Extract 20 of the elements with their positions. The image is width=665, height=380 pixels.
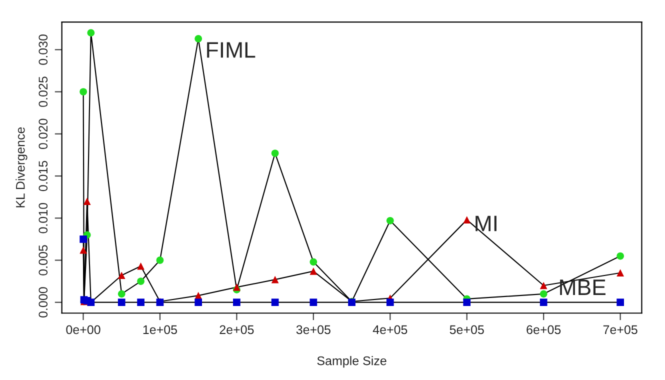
x-tick-label: 0e+00 <box>66 325 100 334</box>
x-tick-label: 4e+05 <box>372 325 408 334</box>
x-tick-label: 3e+05 <box>296 325 330 334</box>
annotation: MBE <box>560 280 606 295</box>
x-tick-label: 7e+05 <box>603 325 638 334</box>
y-axis-title: KL Divergence <box>16 127 28 208</box>
y-tick-label: 0.025 <box>38 76 48 107</box>
y-tick-label: 0.015 <box>38 160 48 192</box>
y-tick-label: 0.000 <box>38 287 48 318</box>
x-tick-label: 6e+05 <box>526 325 561 334</box>
y-tick-label: 0.020 <box>38 118 48 150</box>
x-tick-label: 1e+05 <box>143 325 178 334</box>
x-tick-label: 5e+05 <box>450 325 484 334</box>
x-axis-title: Sample Size <box>317 356 386 368</box>
y-tick-label: 0.030 <box>38 34 48 65</box>
y-tick-label: 0.010 <box>38 202 48 234</box>
x-tick-label: 2e+05 <box>220 325 254 334</box>
y-tick-label: 0.005 <box>38 245 48 276</box>
annotation: FIML <box>207 42 256 58</box>
annotation: MI <box>476 216 496 232</box>
